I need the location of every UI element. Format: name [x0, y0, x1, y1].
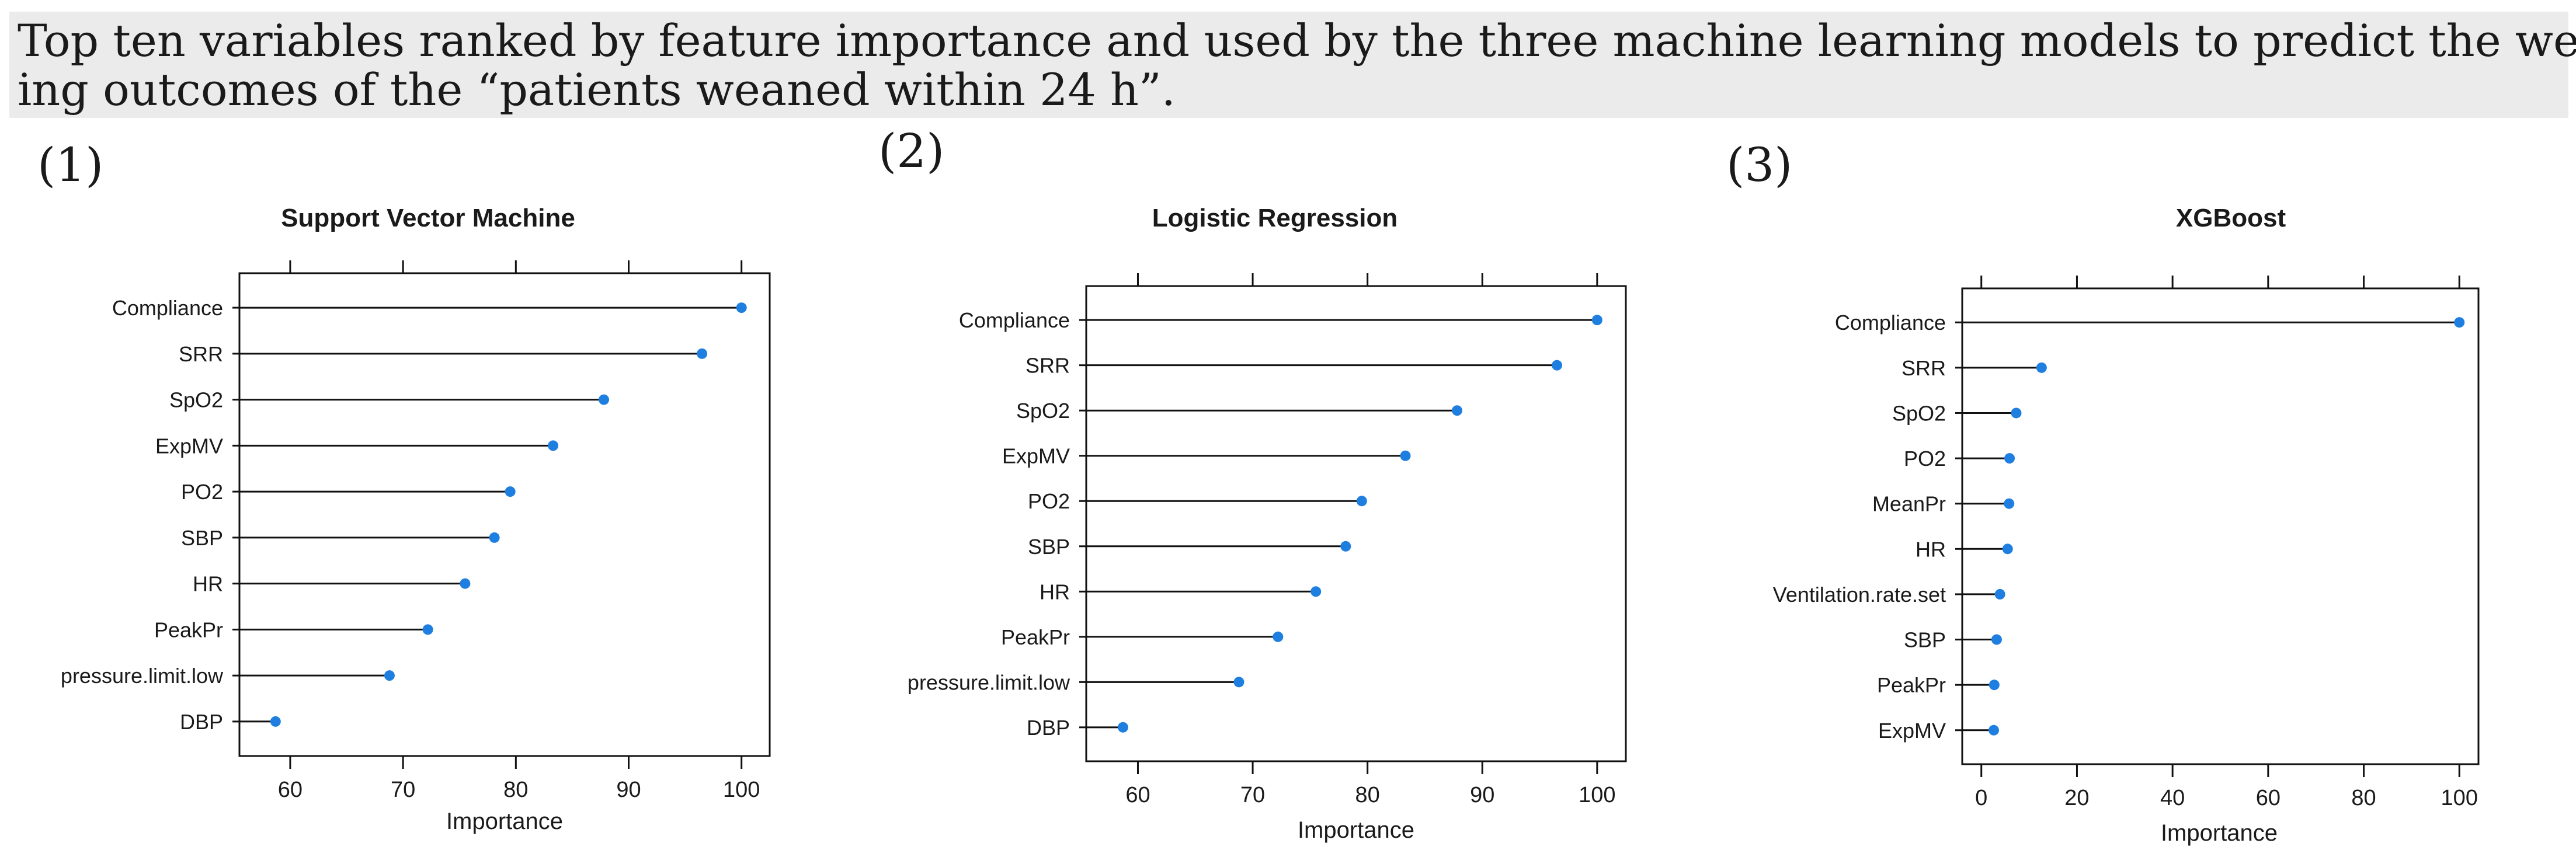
data-point: [422, 624, 433, 635]
category-label: HR: [1040, 580, 1070, 604]
category-label: HR: [193, 572, 223, 596]
plot-frame: [238, 272, 771, 757]
data-point: [599, 394, 610, 405]
data-point: [1233, 677, 1244, 688]
data-point: [1989, 680, 2000, 691]
data-point: [2004, 453, 2015, 464]
chart-xgboost: XGBoost Importance 0 20 40 60 80 100 Complianc…: [1773, 204, 2480, 846]
data-point: [1591, 315, 1602, 326]
category-label: PO2: [1904, 447, 1946, 471]
plot-area: 0 20 40 60 80 100 Compliance SRR SpO2 PO2 MeanPr HR…: [1773, 276, 2480, 810]
category-label: ExpMV: [155, 434, 223, 458]
category-label: PO2: [1028, 489, 1070, 513]
x-tick-label: 100: [2441, 786, 2478, 810]
data-point: [1552, 360, 1563, 371]
chart-logistic-regression: Logistic Regression Importance 60 70 80 90 1…: [908, 204, 1627, 843]
plot-frame: [1961, 287, 2480, 765]
x-tick-label: 80: [503, 778, 528, 802]
category-label: MeanPr: [1872, 492, 1946, 516]
data-point: [1273, 631, 1284, 642]
data-point: [2004, 498, 2015, 509]
data-point: [2454, 317, 2465, 328]
data-point: [548, 440, 559, 451]
plot-area: 60 70 80 90 100 Compliance SRR SpO2 ExpMV PO2 SBP H…: [61, 260, 771, 802]
chart-title: Logistic Regression: [1152, 204, 1398, 232]
category-label: Ventilation.rate.set: [1773, 583, 1946, 607]
x-tick-label: 40: [2160, 786, 2185, 810]
data-point: [1991, 634, 2002, 645]
data-point: [489, 532, 500, 543]
category-label: SRR: [179, 342, 223, 366]
x-tick-label: 100: [1579, 783, 1615, 807]
data-point: [736, 302, 747, 313]
data-point: [1452, 405, 1463, 416]
x-tick-label: 90: [1470, 783, 1494, 807]
data-point: [1989, 724, 2000, 736]
category-label: Compliance: [112, 296, 223, 320]
panel-label-1: (1): [37, 138, 104, 192]
data-point: [1117, 722, 1128, 733]
data-point: [697, 348, 708, 359]
category-label: PeakPr: [1001, 625, 1070, 649]
data-point: [2036, 362, 2047, 373]
x-tick-label: 80: [1355, 783, 1380, 807]
chart-support-vector-machine: Support Vector Machine Importance 60 70 80…: [61, 204, 771, 834]
panel-label-2: (2): [878, 124, 945, 178]
data-point: [505, 486, 516, 497]
category-label: DBP: [180, 710, 223, 734]
category-label: PeakPr: [154, 618, 223, 642]
x-axis-label: Importance: [2161, 820, 2278, 846]
caption-line-1: Top ten variables ranked by feature impo…: [18, 15, 2576, 67]
x-tick-label: 0: [1975, 786, 1987, 810]
data-point: [1340, 541, 1351, 552]
plot-area: 60 70 80 90 100 Compliance SRR SpO2 ExpMV PO2 SBP H…: [908, 273, 1627, 807]
data-point: [1994, 588, 2005, 600]
figure-caption: Top ten variables ranked by feature impo…: [9, 12, 2576, 118]
data-point: [460, 578, 471, 589]
data-point: [2002, 544, 2013, 555]
x-tick-label: 70: [391, 778, 415, 802]
plot-frame: [1085, 285, 1627, 762]
panel-label-3: (3): [1726, 138, 1793, 192]
category-label: Compliance: [1835, 311, 1946, 335]
category-label: PeakPr: [1877, 673, 1946, 697]
chart-title: XGBoost: [2176, 204, 2286, 232]
x-tick-label: 100: [723, 778, 760, 802]
category-label: SBP: [181, 526, 223, 550]
x-tick-label: 70: [1240, 783, 1265, 807]
category-label: pressure.limit.low: [908, 670, 1070, 694]
x-tick-label: 20: [2064, 786, 2089, 810]
category-label: SRR: [1901, 356, 1946, 380]
category-label: SpO2: [1016, 399, 1070, 423]
x-tick-label: 90: [616, 778, 641, 802]
category-label: Compliance: [959, 308, 1070, 332]
category-label: SpO2: [169, 388, 223, 412]
data-point: [384, 670, 395, 681]
category-label: SpO2: [1892, 401, 1946, 425]
chart-title: Support Vector Machine: [281, 204, 575, 232]
category-label: SBP: [1028, 535, 1070, 559]
x-tick-label: 60: [2256, 786, 2280, 810]
x-axis-label: Importance: [446, 809, 563, 834]
x-tick-label: 60: [1125, 783, 1150, 807]
x-tick-label: 80: [2351, 786, 2376, 810]
category-label: DBP: [1027, 716, 1070, 740]
category-label: ExpMV: [1002, 444, 1070, 468]
category-label: pressure.limit.low: [61, 664, 224, 688]
data-point: [2011, 407, 2022, 419]
category-label: HR: [1916, 537, 1946, 561]
caption-line-2: ing outcomes of the “patients weaned wit…: [18, 64, 1176, 116]
category-label: SRR: [1025, 354, 1070, 378]
x-tick-label: 60: [278, 778, 303, 802]
data-point: [1400, 450, 1411, 461]
category-label: PO2: [181, 480, 223, 504]
data-point: [1310, 586, 1322, 597]
category-label: ExpMV: [1878, 719, 1946, 743]
x-axis-label: Importance: [1298, 817, 1414, 843]
category-label: SBP: [1904, 628, 1946, 652]
data-point: [270, 716, 281, 727]
data-point: [1356, 496, 1367, 507]
